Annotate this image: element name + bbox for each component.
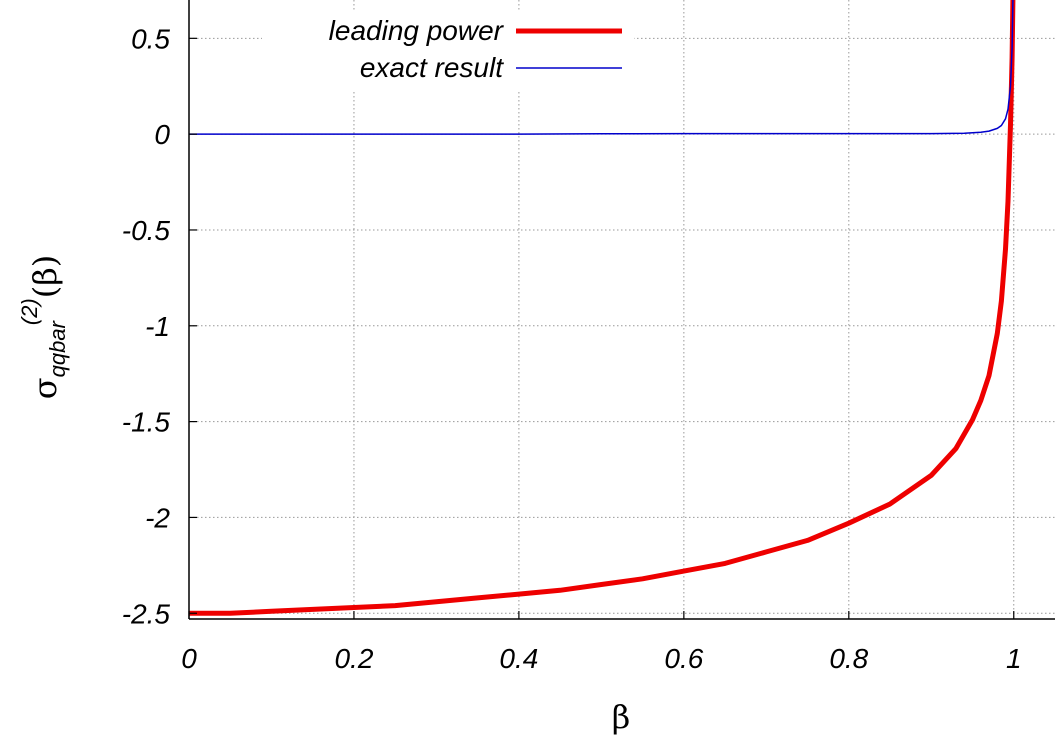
series-group [189,0,1016,616]
y-axis-label-argument: (β) [26,255,64,298]
axes [188,0,1055,620]
x-axis-label: β [612,698,631,736]
tick-labels: 0 0.2 0.4 0.6 0.8 1 0.5 0 -0.5 -1 -1.5 -2 -2.5 [122,23,1022,674]
series-line-exact-result [189,0,1014,135]
y-tick-label: -1 [145,311,170,342]
x-tick-label: 0.2 [334,643,373,674]
x-tick-label: 0.4 [499,643,538,674]
y-axis-label-symbol: σ [26,377,64,399]
x-tick-label: 1 [1006,643,1022,674]
y-axis-label-subscript: qqbar [45,319,70,377]
legend-label-exact-result: exact result [360,52,504,83]
x-tick-label: 0 [181,643,197,674]
y-tick-label: 0 [154,119,170,150]
legend-label-leading-power: leading power [329,15,505,46]
series-line-leading-power [189,0,1016,616]
y-axis-label-superscript: (2) [17,298,42,325]
y-tick-label: -2.5 [122,598,171,629]
legend: leading power exact result [262,10,634,90]
y-axis-label: σqqbar(2)(β) [17,255,70,399]
y-tick-label: -2 [145,502,170,533]
x-tick-label: 0.8 [829,643,868,674]
y-tick-label: -1.5 [122,407,171,438]
y-tick-label: 0.5 [131,23,170,54]
x-tick-label: 0.6 [664,643,703,674]
y-tick-label: -0.5 [122,215,171,246]
legend-background [262,10,634,90]
